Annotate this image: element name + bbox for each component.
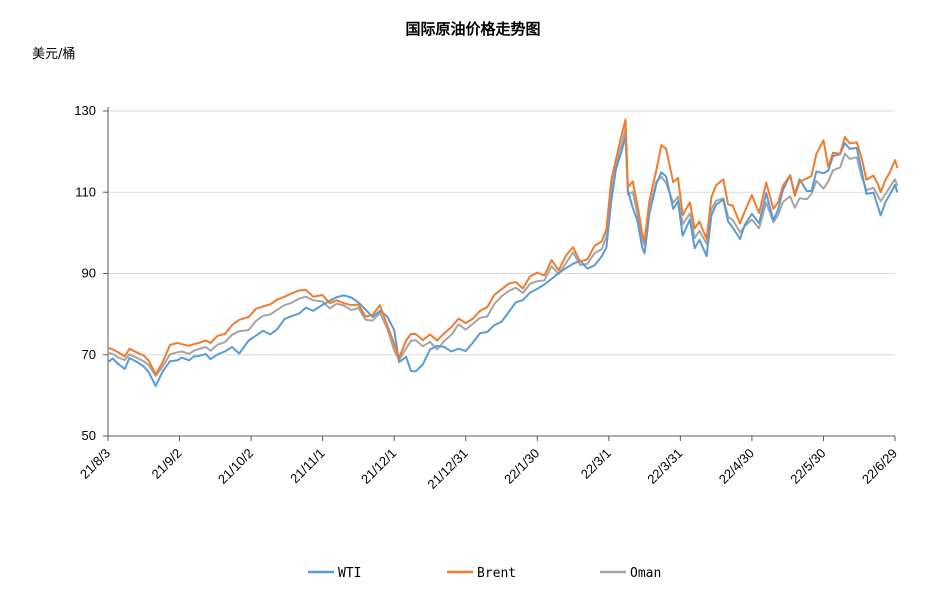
y-tick-label: 50 [82,428,96,443]
chart-title: 国际原油价格走势图 [405,20,540,38]
legend-label-brent: Brent [477,566,516,581]
y-tick-label: 70 [82,347,96,362]
legend: WTI Brent Oman [308,566,661,581]
legend-label-oman: Oman [630,566,661,581]
y-tick-label: 110 [75,184,96,199]
y-tick-label: 130 [74,103,96,118]
legend-label-wti: WTI [338,566,361,581]
series-line-oman [107,127,899,377]
y-tick-label: 90 [82,266,96,281]
y-axis-unit-label: 美元/桶 [32,47,75,62]
series-line-brent [107,118,899,376]
